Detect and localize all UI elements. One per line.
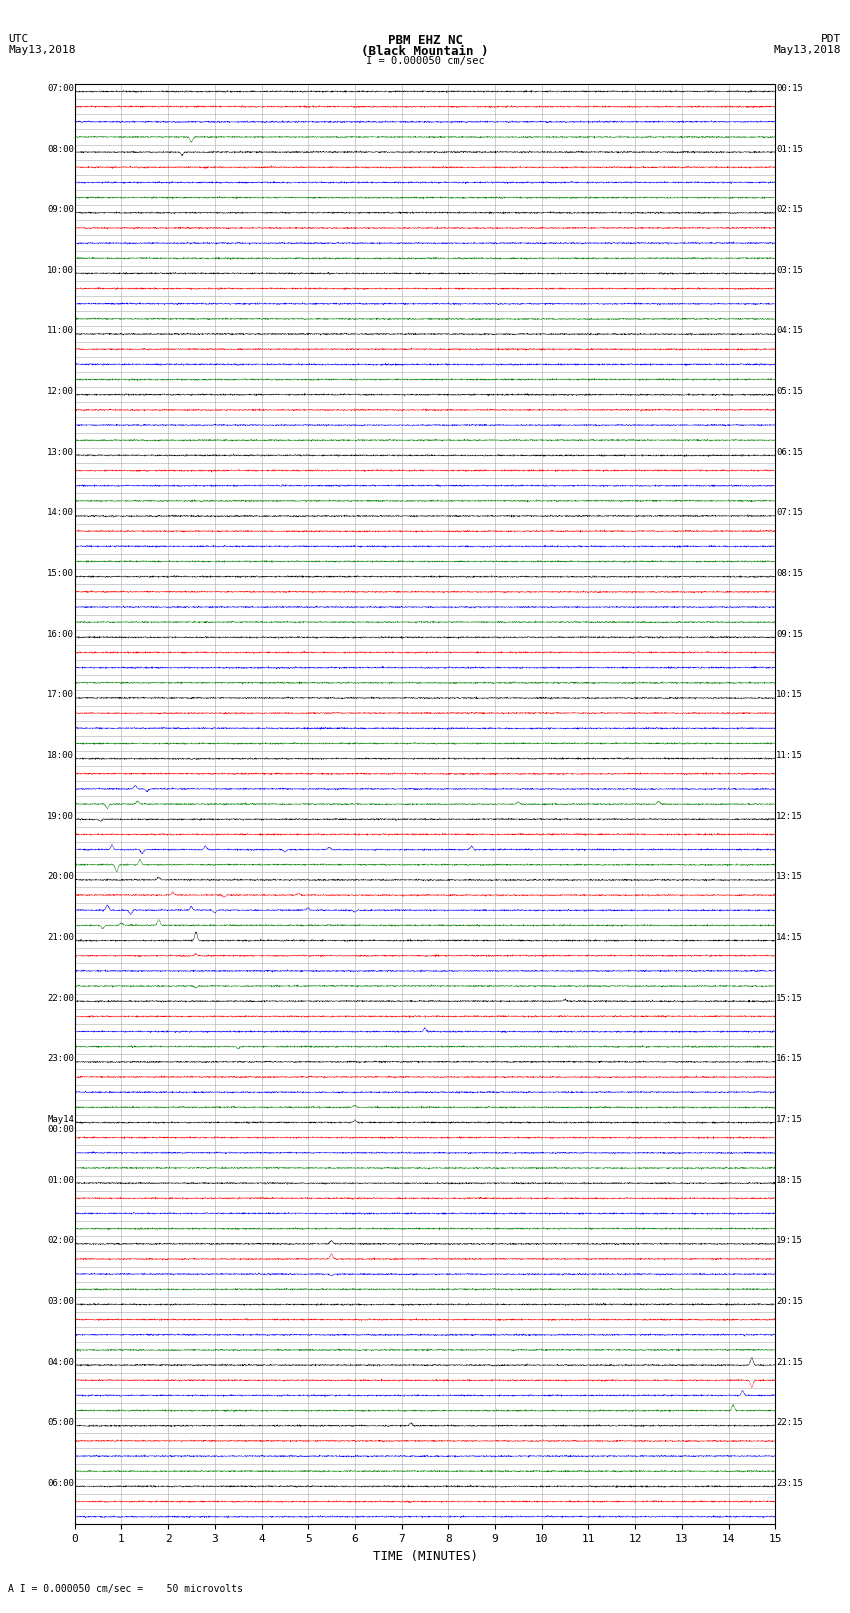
Text: 19:00: 19:00 — [48, 811, 74, 821]
Text: 23:00: 23:00 — [48, 1055, 74, 1063]
Text: 02:15: 02:15 — [776, 205, 802, 215]
Text: 09:00: 09:00 — [48, 205, 74, 215]
Text: 03:15: 03:15 — [776, 266, 802, 274]
Text: May14
00:00: May14 00:00 — [48, 1115, 74, 1134]
Text: 10:00: 10:00 — [48, 266, 74, 274]
Text: 14:15: 14:15 — [776, 932, 802, 942]
Text: 21:00: 21:00 — [48, 932, 74, 942]
Text: 00:15: 00:15 — [776, 84, 802, 94]
Text: 05:00: 05:00 — [48, 1418, 74, 1428]
Text: PBM EHZ NC: PBM EHZ NC — [388, 34, 462, 47]
Text: 07:15: 07:15 — [776, 508, 802, 518]
Text: 22:15: 22:15 — [776, 1418, 802, 1428]
Text: 02:00: 02:00 — [48, 1236, 74, 1245]
Text: 19:15: 19:15 — [776, 1236, 802, 1245]
Text: 07:00: 07:00 — [48, 84, 74, 94]
Text: 15:15: 15:15 — [776, 994, 802, 1003]
Text: A I = 0.000050 cm/sec =    50 microvolts: A I = 0.000050 cm/sec = 50 microvolts — [8, 1584, 243, 1594]
Text: UTC: UTC — [8, 34, 29, 44]
Text: 13:15: 13:15 — [776, 873, 802, 881]
Text: 13:00: 13:00 — [48, 448, 74, 456]
Text: 01:00: 01:00 — [48, 1176, 74, 1184]
Text: 22:00: 22:00 — [48, 994, 74, 1003]
X-axis label: TIME (MINUTES): TIME (MINUTES) — [372, 1550, 478, 1563]
Text: PDT: PDT — [821, 34, 842, 44]
Text: 04:15: 04:15 — [776, 326, 802, 336]
Text: 01:15: 01:15 — [776, 145, 802, 153]
Text: (Black Mountain ): (Black Mountain ) — [361, 45, 489, 58]
Text: 20:15: 20:15 — [776, 1297, 802, 1307]
Text: 06:00: 06:00 — [48, 1479, 74, 1487]
Text: 05:15: 05:15 — [776, 387, 802, 397]
Text: 23:15: 23:15 — [776, 1479, 802, 1487]
Text: 08:15: 08:15 — [776, 569, 802, 577]
Text: 04:00: 04:00 — [48, 1358, 74, 1366]
Text: 10:15: 10:15 — [776, 690, 802, 700]
Text: 14:00: 14:00 — [48, 508, 74, 518]
Text: 18:00: 18:00 — [48, 752, 74, 760]
Text: 08:00: 08:00 — [48, 145, 74, 153]
Text: 12:00: 12:00 — [48, 387, 74, 397]
Text: May13,2018: May13,2018 — [8, 45, 76, 55]
Text: I = 0.000050 cm/sec: I = 0.000050 cm/sec — [366, 56, 484, 66]
Text: 06:15: 06:15 — [776, 448, 802, 456]
Text: 15:00: 15:00 — [48, 569, 74, 577]
Text: 16:15: 16:15 — [776, 1055, 802, 1063]
Text: 11:15: 11:15 — [776, 752, 802, 760]
Text: 09:15: 09:15 — [776, 629, 802, 639]
Text: 20:00: 20:00 — [48, 873, 74, 881]
Text: 12:15: 12:15 — [776, 811, 802, 821]
Text: 16:00: 16:00 — [48, 629, 74, 639]
Text: May13,2018: May13,2018 — [774, 45, 842, 55]
Text: 21:15: 21:15 — [776, 1358, 802, 1366]
Text: 18:15: 18:15 — [776, 1176, 802, 1184]
Text: 17:00: 17:00 — [48, 690, 74, 700]
Text: 03:00: 03:00 — [48, 1297, 74, 1307]
Text: 11:00: 11:00 — [48, 326, 74, 336]
Text: 17:15: 17:15 — [776, 1115, 802, 1124]
